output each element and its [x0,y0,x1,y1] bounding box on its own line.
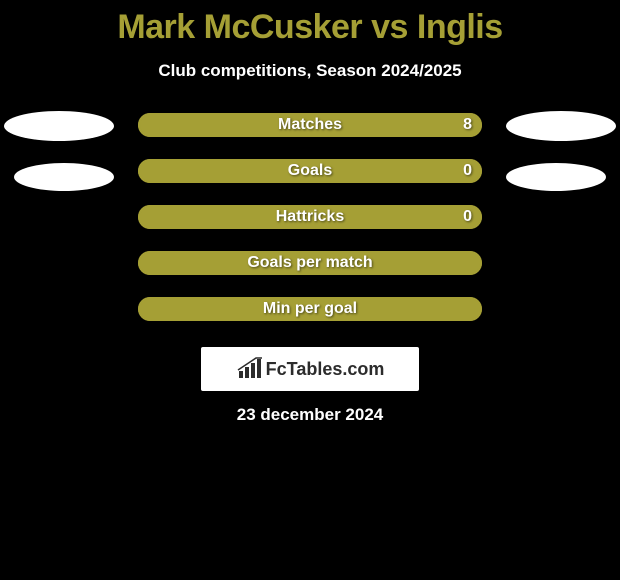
chart-icon [236,357,264,381]
bar-track: Goals per match [138,251,482,275]
infographic-root: Mark McCusker vs Inglis Club competition… [0,0,620,580]
logo-prefix: Fc [266,359,287,379]
bar-track: Hattricks [138,205,482,229]
stat-right-value: 0 [463,159,472,183]
bar-outline [138,113,482,137]
bar-track: Goals [138,159,482,183]
stat-row: Goals per match [0,249,620,295]
page-title: Mark McCusker vs Inglis [0,0,620,47]
bar-outline [138,297,482,321]
generated-date: 23 december 2024 [0,405,620,425]
subtitle: Club competitions, Season 2024/2025 [0,61,620,81]
stat-row: Hattricks 0 [0,203,620,249]
bar-outline [138,159,482,183]
source-logo-badge: FcTables.com [201,347,419,391]
bar-outline [138,205,482,229]
stat-row: Min per goal [0,295,620,341]
stat-rows: Matches 8 Goals 0 Hattricks 0 [0,111,620,341]
bar-track: Matches [138,113,482,137]
stat-row: Goals 0 [0,157,620,203]
stat-row: Matches 8 [0,111,620,157]
bar-outline [138,251,482,275]
bar-track: Min per goal [138,297,482,321]
stat-right-value: 0 [463,205,472,229]
logo-suffix: Tables.com [287,359,385,379]
stat-right-value: 8 [463,113,472,137]
logo-text: FcTables.com [266,359,385,380]
